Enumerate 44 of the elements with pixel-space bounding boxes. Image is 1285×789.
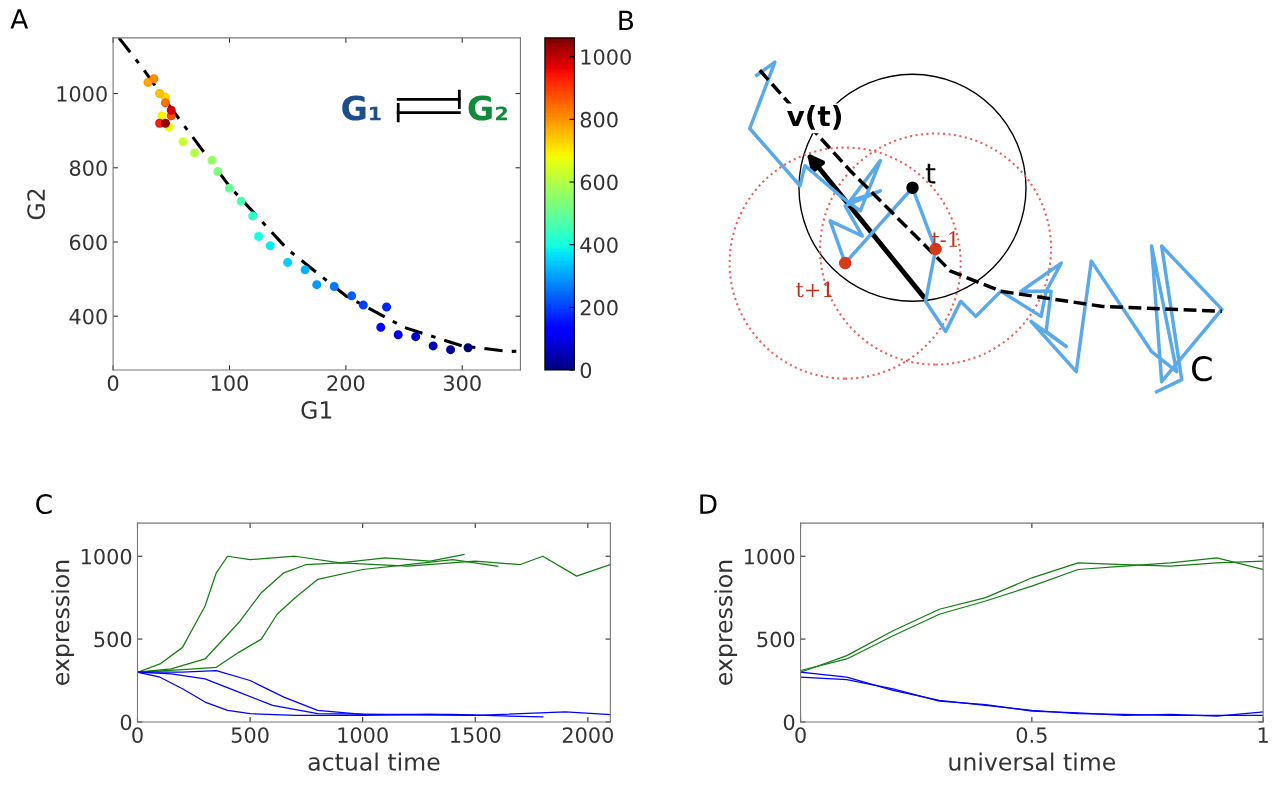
chart-title: C	[36, 494, 52, 515]
x-tick-label: 500	[231, 727, 269, 743]
y-tick-label: 1000	[57, 86, 107, 102]
x-tick-label: 100	[211, 375, 248, 392]
x-tick-label: 0	[795, 727, 806, 743]
x-axis-title: universal time	[949, 752, 1116, 771]
x-tick-label: 0.5	[1016, 727, 1047, 743]
y-tick-label: 600	[69, 234, 107, 251]
text: C	[1192, 356, 1212, 382]
y-tick-label: 500	[757, 631, 795, 648]
x-axis-title: G1	[301, 401, 332, 419]
y-tick-label: 800	[69, 160, 107, 176]
color-bar-label: 200	[580, 299, 618, 316]
text: t+1	[796, 281, 832, 298]
x-axis-title: actual time	[308, 752, 440, 771]
chart-title: A	[10, 9, 29, 29]
text: v(t)	[787, 105, 842, 130]
color-bar-label: 1000	[581, 49, 631, 65]
y-tick-label: 1000	[81, 548, 132, 565]
y-axis-title: expression	[714, 560, 738, 685]
chart-title: D	[700, 494, 717, 514]
y-tick-label: 500	[94, 631, 132, 648]
color-bar-label: 400	[580, 237, 618, 253]
annotation: G₁	[342, 95, 381, 121]
y-axis-title: G2	[27, 189, 46, 220]
color-bar-label: 800	[580, 111, 618, 128]
annotation: G₂	[468, 95, 507, 121]
y-tick-label: 0	[120, 714, 132, 731]
text: t	[925, 163, 936, 184]
x-tick-label: 300	[443, 375, 481, 392]
x-tick-label: 1000	[338, 727, 388, 743]
y-tick-label: 1000	[744, 548, 795, 565]
x-tick-label: 1500	[451, 727, 501, 743]
y-tick-label: 400	[69, 308, 107, 325]
color-bar-label: 0	[580, 362, 592, 379]
x-tick-label: 200	[327, 375, 365, 392]
y-axis-title: expression	[51, 560, 75, 685]
text: B	[619, 10, 634, 31]
color-bar-label: 600	[580, 174, 618, 191]
x-tick-label: 0	[132, 727, 143, 743]
text: t-1	[931, 231, 958, 248]
y-tick-label: 0	[783, 714, 795, 731]
x-tick-label: 1	[1258, 727, 1268, 743]
x-tick-label: 2000	[562, 727, 613, 743]
